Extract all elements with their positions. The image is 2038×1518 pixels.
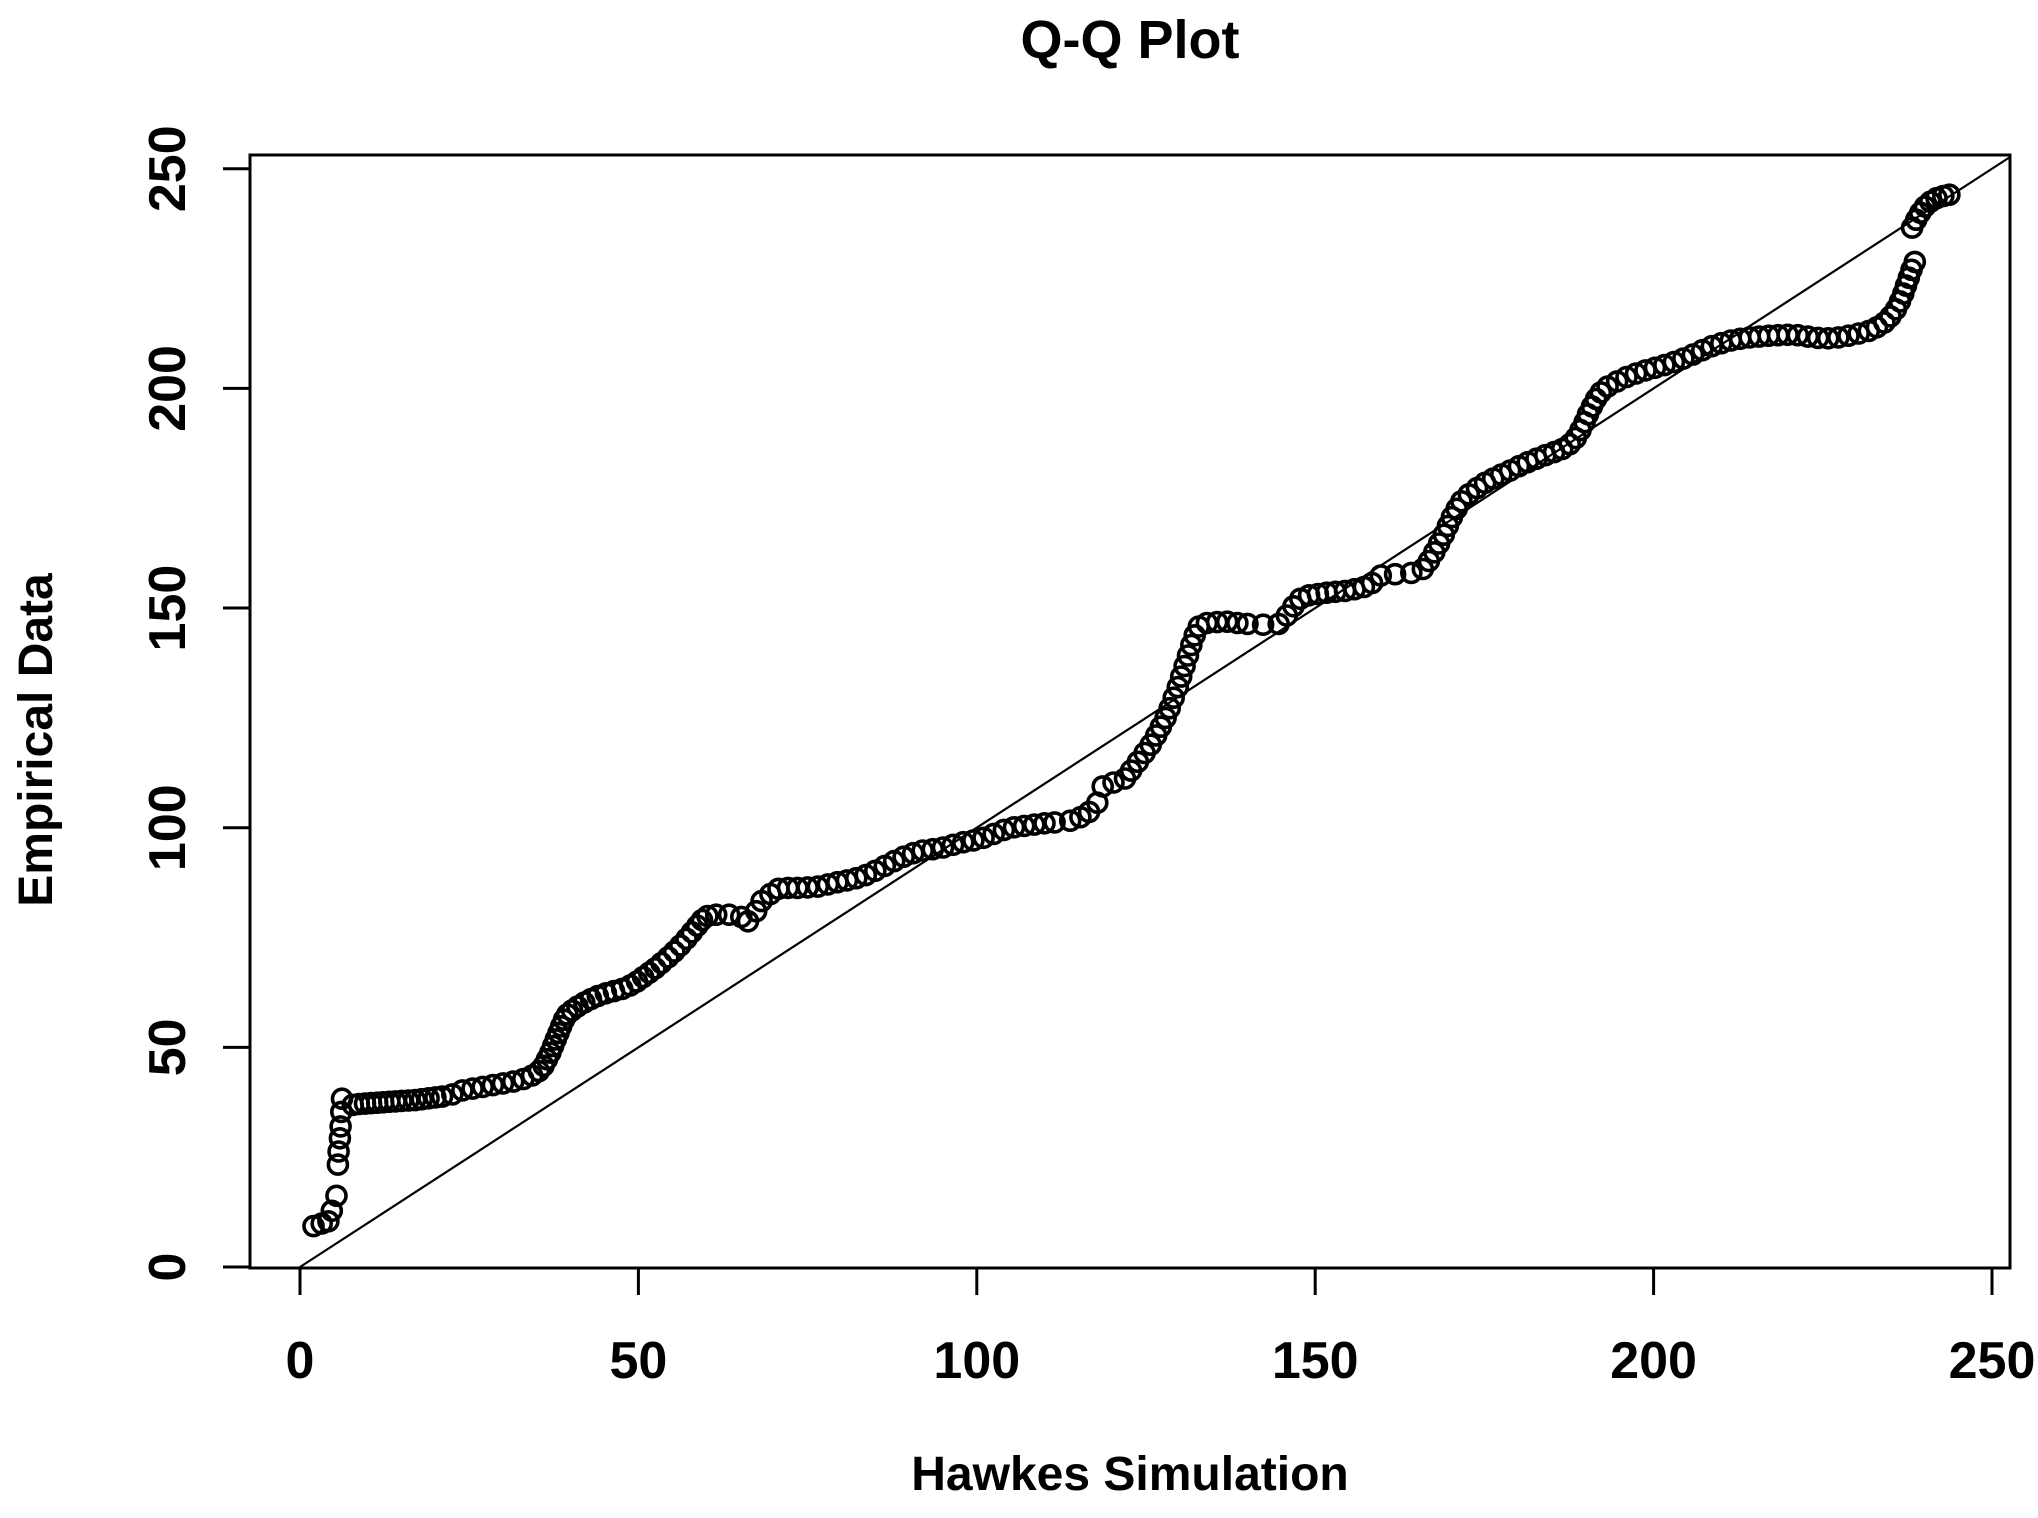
data-point (662, 940, 686, 963)
data-point (451, 1079, 474, 1102)
data-point (1226, 611, 1249, 635)
data-point (481, 1073, 505, 1097)
y-tick-label: 50 (139, 1018, 197, 1076)
y-axis-title: Empirical Data (10, 573, 63, 907)
data-point (941, 833, 965, 857)
data-point (1558, 432, 1581, 456)
y-tick-label: 200 (139, 345, 197, 432)
data-point (972, 826, 995, 850)
data-point (844, 866, 868, 890)
data-point (951, 830, 975, 854)
data-point (461, 1077, 484, 1100)
data-point (1033, 811, 1056, 835)
x-tick-label: 100 (933, 1332, 1020, 1390)
x-tick-label: 150 (1272, 1332, 1359, 1390)
data-point (317, 1210, 340, 1233)
data-point (327, 1140, 350, 1163)
data-point (962, 829, 985, 852)
data-point (675, 927, 698, 951)
y-axis-ticks: 0 50 100 150 200 250 (139, 125, 250, 1281)
data-point (982, 822, 1006, 846)
data-point (1938, 183, 1961, 206)
data-point (1162, 686, 1185, 710)
data-point (328, 1127, 352, 1150)
y-tick-label: 100 (139, 784, 197, 871)
data-point (329, 1100, 353, 1124)
x-tick-label: 0 (286, 1332, 315, 1390)
data-point (1158, 696, 1181, 720)
data-point (1383, 562, 1407, 586)
data-point (931, 836, 955, 859)
data-point (440, 1083, 464, 1106)
data-point (669, 934, 692, 957)
data-point (1173, 654, 1196, 678)
data-point (1166, 675, 1190, 699)
identity-reference-line (299, 155, 2011, 1268)
data-point (643, 956, 667, 980)
scatter-points (302, 183, 1961, 1238)
y-tick-label: 250 (139, 125, 197, 212)
data-point (1180, 633, 1203, 657)
x-tick-label: 250 (1949, 1332, 2036, 1390)
data-point (430, 1085, 454, 1108)
plot-border (248, 153, 2012, 1270)
data-point (1400, 561, 1423, 585)
y-tick-label: 0 (139, 1253, 197, 1282)
x-tick-label: 200 (1610, 1332, 1697, 1390)
data-point (1169, 665, 1193, 688)
data-point (1043, 811, 1066, 834)
data-point (1058, 809, 1082, 833)
data-point (491, 1072, 515, 1095)
data-point (1102, 771, 1125, 794)
x-axis-ticks: 0 50 100 150 200 250 (286, 1268, 2036, 1390)
data-point (1827, 326, 1850, 349)
data-point (329, 1115, 352, 1138)
data-point (1653, 353, 1676, 377)
data-point (992, 818, 1016, 842)
data-point (1176, 644, 1200, 667)
x-tick-label: 50 (609, 1332, 667, 1390)
y-tick-label: 150 (139, 565, 197, 652)
data-point (1236, 612, 1259, 636)
data-point (717, 903, 741, 927)
data-point (656, 945, 680, 969)
data-point (326, 1153, 350, 1176)
chart-title: Q-Q Plot (1021, 10, 1240, 70)
data-point (921, 837, 945, 861)
data-point (1369, 564, 1393, 587)
data-point (1873, 311, 1896, 334)
data-point (1837, 324, 1860, 348)
data-point (704, 903, 728, 927)
data-point (1251, 613, 1275, 637)
data-point (471, 1075, 495, 1099)
data-point (1903, 250, 1927, 274)
x-axis-title: Hawkes Simulation (911, 1448, 1348, 1501)
identity-line (299, 155, 2011, 1268)
data-point (320, 1199, 344, 1223)
data-point (696, 904, 719, 928)
data-point (325, 1184, 348, 1208)
data-point (1091, 775, 1114, 798)
